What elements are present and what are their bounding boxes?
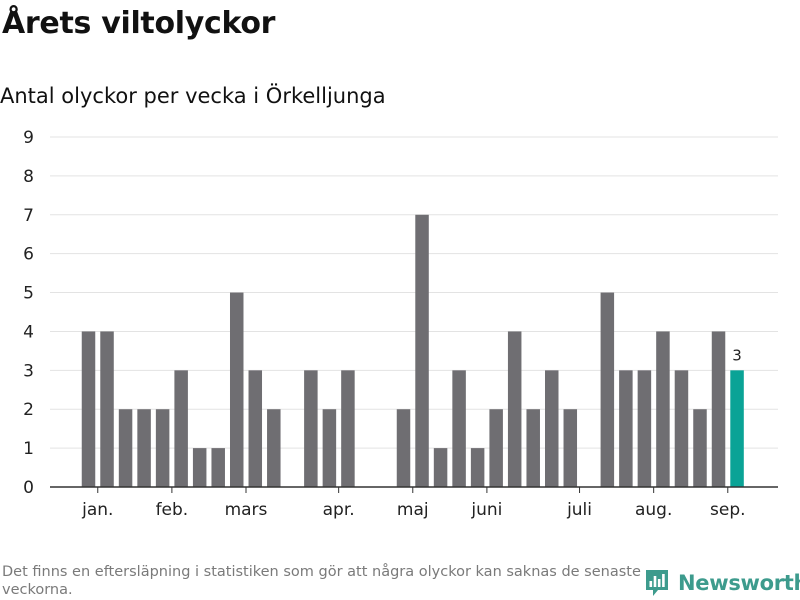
chart-title: Årets viltolyckor	[2, 6, 276, 41]
footnote: Det finns en eftersläpning i statistiken…	[2, 564, 641, 598]
bar	[155, 409, 170, 487]
newsworthy-logo-icon	[646, 570, 668, 596]
bar	[545, 370, 559, 487]
y-tick-label: 3	[23, 361, 34, 381]
x-tick-label: juni	[470, 500, 502, 520]
y-tick-label: 7	[23, 206, 34, 226]
x-tick-label: sep.	[710, 500, 746, 520]
bar	[137, 409, 151, 487]
bar	[600, 292, 615, 487]
y-tick-label: 9	[23, 128, 34, 148]
bar	[341, 370, 355, 487]
bar	[619, 370, 633, 487]
bar	[507, 331, 522, 487]
bar-highlight	[730, 370, 744, 487]
bar	[248, 370, 263, 487]
bar	[267, 409, 281, 487]
bar	[396, 409, 411, 487]
y-tick-label: 4	[23, 322, 34, 342]
bar	[81, 331, 96, 487]
x-tick-label: maj	[397, 500, 429, 520]
bar	[415, 214, 429, 487]
brand-logo[interactable]: Newsworthy	[644, 568, 800, 598]
bar	[100, 331, 114, 487]
bar	[304, 370, 318, 487]
x-tick-label: mars	[225, 500, 268, 520]
bar	[174, 370, 188, 487]
bar-chart: 0 1 2 3 4 5 6 7 8 9 3 jan. feb. mars apr. maj juni juli au…	[23, 128, 778, 520]
bar	[118, 409, 133, 487]
bar	[192, 448, 207, 487]
bar	[656, 331, 670, 487]
chart-subtitle: Antal olyckor per vecka i Örkelljunga	[0, 84, 386, 108]
y-tick-label: 5	[23, 284, 34, 304]
bar	[322, 409, 337, 487]
bar	[452, 370, 466, 487]
bar	[526, 409, 540, 487]
bar	[693, 409, 707, 487]
bar	[470, 448, 485, 487]
y-tick-label: 1	[23, 439, 34, 459]
bar	[489, 409, 503, 487]
x-tick-label: aug.	[635, 500, 672, 520]
x-tick-label: jan.	[81, 500, 113, 520]
y-tick-label: 6	[23, 245, 34, 265]
bar	[711, 331, 726, 487]
bar	[433, 448, 448, 487]
bar	[229, 292, 244, 487]
data-label: 3	[732, 346, 742, 364]
bar	[674, 370, 689, 487]
bar	[563, 409, 578, 487]
bar	[211, 448, 225, 487]
y-tick-label: 2	[23, 400, 34, 420]
y-tick-label: 0	[23, 478, 34, 498]
x-tick-label: feb.	[156, 500, 189, 520]
x-tick-label: juli	[566, 500, 592, 520]
y-tick-label: 8	[23, 167, 34, 187]
x-tick-label: apr.	[323, 500, 355, 520]
bar	[637, 370, 652, 487]
brand-name: Newsworthy	[678, 571, 800, 595]
